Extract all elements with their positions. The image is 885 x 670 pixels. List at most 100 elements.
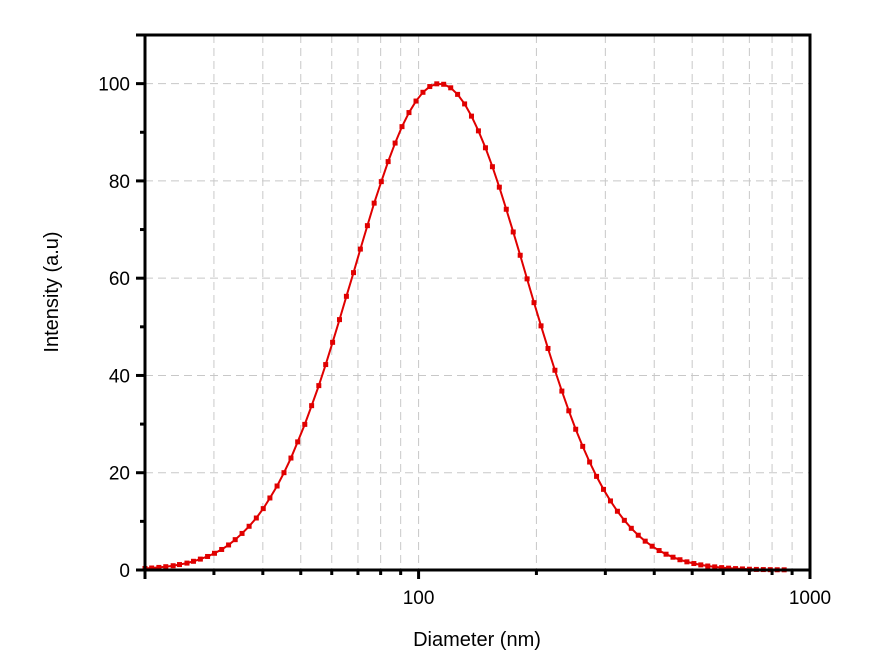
data-point-marker — [330, 339, 336, 345]
data-point-marker — [677, 557, 683, 563]
data-point-marker — [545, 345, 551, 351]
y-tick-label: 20 — [109, 464, 130, 485]
data-point-marker — [170, 563, 176, 569]
y-tick-label: 0 — [119, 561, 130, 582]
data-point-marker — [621, 517, 627, 523]
data-point-marker — [211, 550, 217, 556]
y-tick-label: 80 — [109, 172, 130, 193]
data-point-marker — [601, 486, 607, 492]
y-tick-label: 40 — [109, 366, 130, 387]
data-point-marker — [197, 556, 203, 562]
data-point-marker — [448, 85, 454, 91]
y-axis-title: Intensity (a.u) — [41, 231, 63, 352]
data-point-marker — [538, 323, 544, 329]
data-point-marker — [587, 459, 593, 465]
data-point-marker — [489, 164, 495, 170]
data-point-marker — [482, 145, 488, 151]
data-point-marker — [684, 559, 690, 565]
data-point-marker — [295, 439, 301, 445]
data-point-marker — [190, 558, 196, 564]
grid-lines — [145, 35, 810, 570]
data-point-marker — [573, 426, 579, 432]
data-point-marker — [663, 551, 669, 557]
data-point-marker — [184, 560, 190, 566]
data-point-marker — [274, 483, 280, 489]
x-tick-label: 1000 — [789, 588, 831, 609]
data-point-marker — [399, 124, 405, 130]
data-point-marker — [524, 276, 530, 282]
data-point-marker — [455, 91, 461, 97]
data-point-marker — [628, 525, 634, 531]
data-point-marker — [309, 403, 315, 409]
data-point-marker — [434, 81, 440, 87]
axis-ticks — [136, 33, 812, 579]
plot-frame — [143, 33, 812, 572]
data-point-marker — [719, 565, 725, 571]
data-point-marker — [552, 367, 558, 373]
x-axis-tick-labels: 100 1000 — [403, 588, 831, 609]
data-point-marker — [698, 562, 704, 568]
y-tick-label: 60 — [109, 269, 130, 290]
data-point-marker — [323, 362, 329, 368]
data-point-marker — [420, 89, 426, 95]
data-point-marker — [205, 553, 211, 559]
data-point-marker — [649, 543, 655, 549]
data-point-marker — [351, 270, 357, 276]
data-point-marker — [726, 565, 732, 571]
data-point-marker — [246, 523, 252, 529]
data-series — [142, 81, 787, 573]
x-tick-label: 100 — [403, 588, 435, 609]
data-point-marker — [656, 548, 662, 554]
data-point-marker — [635, 532, 641, 538]
data-point-marker — [378, 179, 384, 185]
data-point-marker — [406, 110, 412, 116]
data-point-marker — [239, 530, 245, 536]
data-point-marker — [253, 515, 259, 521]
data-point-marker — [156, 564, 162, 570]
data-markers — [142, 81, 787, 573]
data-point-marker — [281, 470, 287, 476]
data-point-marker — [357, 246, 363, 252]
data-point-marker — [413, 98, 419, 104]
data-point-marker — [566, 408, 572, 414]
data-point-marker — [580, 443, 586, 449]
data-point-marker — [607, 498, 613, 504]
data-point-marker — [149, 565, 155, 571]
data-point-marker — [559, 388, 565, 394]
data-point-marker — [267, 495, 273, 501]
data-point-marker — [691, 561, 697, 567]
data-point-marker — [260, 506, 266, 512]
data-point-marker — [163, 564, 169, 570]
data-point-marker — [670, 554, 676, 560]
y-axis-tick-labels: 0 20 40 60 80 100 — [98, 75, 130, 582]
data-point-marker — [705, 563, 711, 569]
data-point-marker — [614, 508, 620, 514]
data-point-marker — [219, 546, 225, 552]
data-point-marker — [226, 542, 232, 548]
data-point-marker — [316, 383, 322, 389]
data-point-marker — [232, 537, 238, 543]
data-point-marker — [176, 562, 182, 568]
data-point-marker — [462, 101, 468, 107]
data-point-marker — [496, 184, 502, 190]
data-point-marker — [441, 81, 447, 87]
data-point-marker — [288, 455, 294, 461]
data-point-marker — [337, 317, 343, 323]
data-point-marker — [503, 206, 509, 212]
data-point-marker — [642, 538, 648, 544]
y-tick-label: 100 — [98, 75, 130, 96]
data-point-marker — [475, 128, 481, 134]
x-axis-title: Diameter (nm) — [413, 629, 541, 651]
intensity-line — [144, 82, 785, 571]
data-point-marker — [594, 473, 600, 479]
data-point-marker — [343, 293, 349, 299]
data-point-marker — [385, 159, 391, 165]
data-point-marker — [371, 200, 377, 206]
data-point-marker — [712, 564, 718, 570]
data-point-marker — [510, 229, 516, 235]
data-point-marker — [468, 113, 474, 119]
data-point-marker — [392, 140, 398, 146]
data-point-marker — [427, 84, 433, 90]
data-point-marker — [302, 421, 308, 427]
